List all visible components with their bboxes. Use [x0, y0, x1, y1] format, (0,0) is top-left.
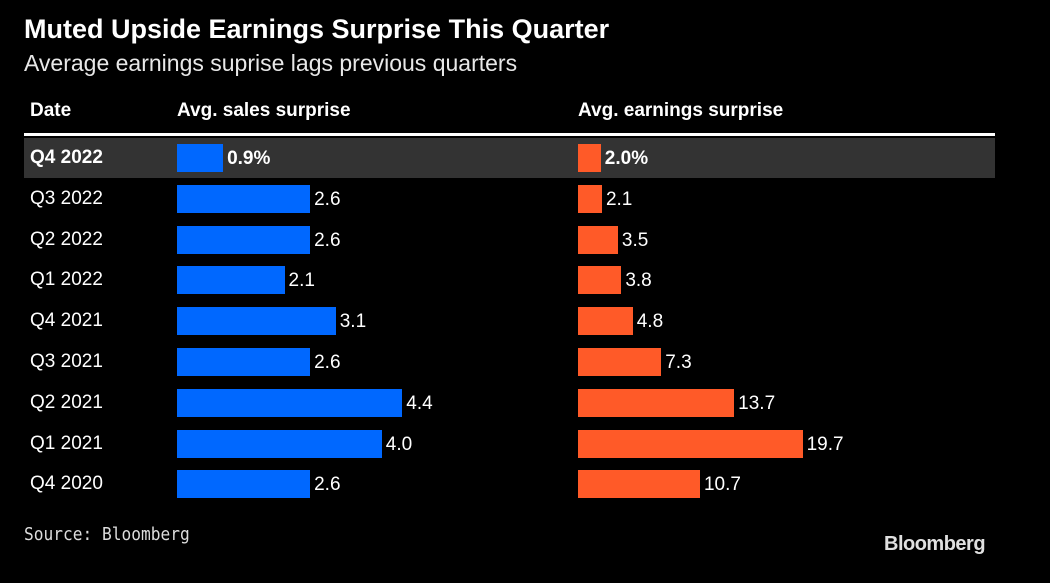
- row-date: Q4 2020: [30, 473, 103, 495]
- sales-bar: [177, 429, 382, 458]
- header-earnings: Avg. earnings surprise: [578, 100, 784, 121]
- earnings-value-label: 10.7: [703, 474, 741, 496]
- sales-bar: [177, 266, 285, 295]
- earnings-bar: [578, 307, 633, 336]
- earnings-value-label: 2.1: [605, 188, 633, 210]
- row-date: Q1 2022: [30, 269, 103, 291]
- sales-value-label: 2.6: [314, 229, 341, 251]
- header-sales: Avg. sales surprise: [177, 100, 351, 121]
- row-date: Q3 2021: [30, 351, 103, 372]
- earnings-bar: [578, 348, 662, 376]
- sales-value-label: 2.6: [314, 188, 341, 210]
- chart-title: Muted Upside Earnings Surprise This Quar…: [24, 14, 610, 44]
- row-date: Q2 2022: [30, 228, 103, 250]
- sales-bar: [177, 388, 403, 417]
- earnings-value-label: 7.3: [665, 352, 692, 373]
- row-date: Q2 2021: [30, 391, 103, 413]
- row-date: Q4 2022: [30, 147, 103, 168]
- earnings-value-label: 3.8: [625, 270, 652, 292]
- earnings-value-label: 19.7: [806, 433, 844, 455]
- sales-value-label: 4.4: [406, 392, 433, 414]
- highlight-row-bg: [24, 138, 995, 178]
- earnings-bar: [578, 429, 803, 458]
- sales-bar: [177, 470, 311, 499]
- earnings-bar: [578, 266, 622, 295]
- header-rule: [24, 133, 995, 136]
- earnings-bar: [578, 470, 700, 499]
- row-date: Q1 2021: [30, 432, 103, 454]
- sales-value-label: 2.6: [314, 474, 341, 496]
- header-date: Date: [30, 100, 72, 121]
- sales-bar: [177, 144, 224, 172]
- sales-value-label: 0.9%: [227, 148, 271, 169]
- earnings-bar: [578, 388, 735, 417]
- sales-bar: [177, 348, 311, 376]
- bloomberg-logo: Bloomberg: [884, 533, 986, 555]
- chart-subtitle: Average earnings suprise lags previous q…: [24, 50, 518, 76]
- sales-bar: [177, 225, 311, 254]
- earnings-value-label: 2.0%: [604, 148, 649, 169]
- sales-bar: [177, 184, 311, 213]
- earnings-value-label: 3.5: [621, 229, 649, 251]
- earnings-bar: [578, 225, 618, 254]
- earnings-bar: [578, 184, 602, 213]
- sales-value-label: 2.1: [288, 270, 315, 292]
- sales-value-label: 2.6: [314, 352, 341, 373]
- sales-value-label: 3.1: [339, 311, 367, 333]
- sales-bar: [177, 307, 336, 336]
- row-date: Q4 2021: [30, 310, 103, 332]
- earnings-value-label: 4.8: [636, 311, 664, 333]
- source-note: Source: Bloomberg: [24, 524, 190, 545]
- sales-value-label: 4.0: [385, 433, 413, 455]
- earnings-bar: [578, 144, 601, 172]
- row-date: Q3 2022: [30, 187, 103, 209]
- earnings-value-label: 13.7: [738, 392, 776, 414]
